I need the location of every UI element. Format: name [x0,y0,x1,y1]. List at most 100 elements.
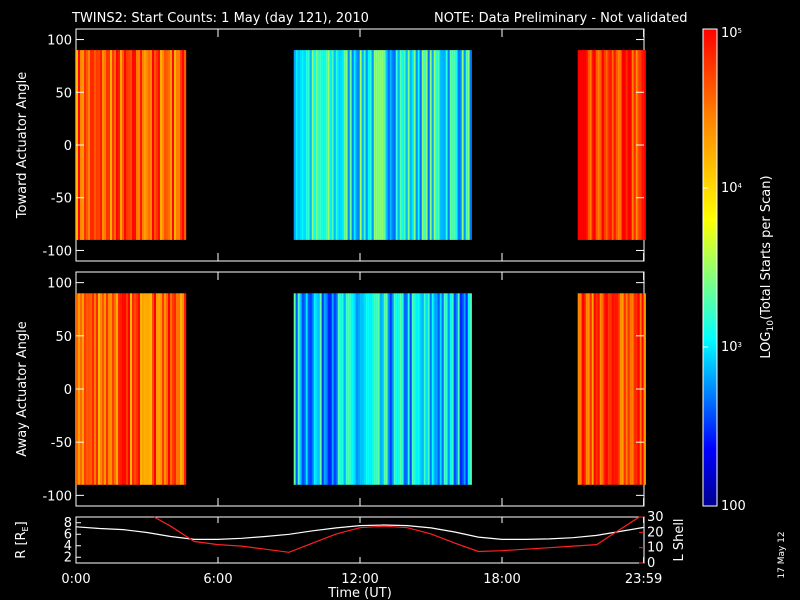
heatmap-column [174,293,177,485]
heatmap-column [335,293,338,485]
heatmap-column [180,50,183,240]
heatmap-column [343,293,346,485]
heatmap-column [389,50,392,240]
heatmap-column [150,50,153,240]
heatmap-column [156,293,159,485]
heatmap-column [465,50,468,240]
heatmap-column [313,50,316,240]
heatmap-column [579,293,582,485]
heatmap-column [627,293,630,485]
toward-panel: 100 50 0 -50 -100 Toward Actuator Angle [15,28,646,262]
data-segment [76,293,187,485]
heatmap-column [583,293,586,485]
heatmap-column [90,293,93,485]
heatmap-column [431,50,434,240]
heatmap-column [349,293,352,485]
heatmap-column [363,293,366,485]
heatmap-column [403,293,406,485]
left-tick-label: 6 [64,527,72,542]
heatmap-column [168,293,171,485]
heatmap-column [381,293,384,485]
heatmap-column [315,50,318,240]
heatmap-column [138,293,141,485]
heatmap-column [138,50,141,240]
heatmap-column [411,293,414,485]
heatmap-column [607,293,610,485]
lshell-series-line [153,516,640,553]
heatmap-column [587,50,590,240]
cb-label-sub: 10 [766,320,776,332]
heatmap-column [162,50,165,240]
heatmap-column [108,293,111,485]
heatmap-column [363,50,366,240]
heatmap-column [345,293,348,485]
heatmap-column [110,50,113,240]
right-tick-label: 0 [647,556,655,571]
heatmap-column [413,293,416,485]
data-segment [577,293,646,485]
heatmap-column [365,293,368,485]
heatmap-column [126,50,129,240]
data-segment [293,50,472,240]
right-tick-label: 30 [647,510,664,525]
heatmap-column [86,293,89,485]
orbit-right-axis-label: L Shell [672,518,687,561]
y-tick-label: 100 [47,34,72,49]
heatmap-column [122,50,125,240]
right-tick-label: 10 [647,541,664,556]
data-segment [293,293,472,485]
heatmap-column [599,293,602,485]
heatmap-column [118,293,121,485]
heatmap-column [174,50,177,240]
y-tick-label: 100 [47,277,72,292]
heatmap-column [465,293,468,485]
heatmap-column [407,293,410,485]
heatmap-column [395,293,398,485]
heatmap-column [417,50,420,240]
heatmap-column [355,293,358,485]
cb-label-post: (Total Starts per Scan) [759,175,774,320]
heatmap-column [333,293,336,485]
heatmap-column [435,50,438,240]
y-tick-label: -50 [51,436,72,451]
heatmap-column [401,293,404,485]
heatmap-column [389,293,392,485]
left-tick-label: 4 [64,539,72,554]
heatmap-column [379,293,382,485]
heatmap-column [134,50,137,240]
heatmap-column [445,293,448,485]
date-stamp: 17 May 12 [777,531,787,578]
heatmap-column [617,293,620,485]
heatmap-column [621,50,624,240]
heatmap-column [469,293,472,485]
heatmap-column [341,293,344,485]
heatmap-column [106,50,109,240]
heatmap-column [585,293,588,485]
heatmap-column [184,50,187,240]
heatmap-column [373,293,376,485]
heatmap-column [311,50,314,240]
heatmap-column [601,50,604,240]
heatmap-column [136,293,139,485]
heatmap-column [295,50,298,240]
heatmap-column [581,50,584,240]
y-tick-label: 0 [64,139,72,154]
heatmap-column [367,50,370,240]
heatmap-column [633,293,636,485]
heatmap-column [317,50,320,240]
away-heatmap [76,293,646,485]
heatmap-column [643,293,646,485]
heatmap-column [429,293,432,485]
heatmap-column [451,293,454,485]
toward-y-axis-label: Toward Actuator Angle [15,72,30,219]
heatmap-column [170,293,173,485]
heatmap-column [94,293,97,485]
heatmap-column [170,50,173,240]
heatmap-column [467,50,470,240]
heatmap-column [116,50,119,240]
heatmap-column [405,293,408,485]
heatmap-column [102,293,105,485]
heatmap-column [605,50,608,240]
heatmap-column [583,50,586,240]
